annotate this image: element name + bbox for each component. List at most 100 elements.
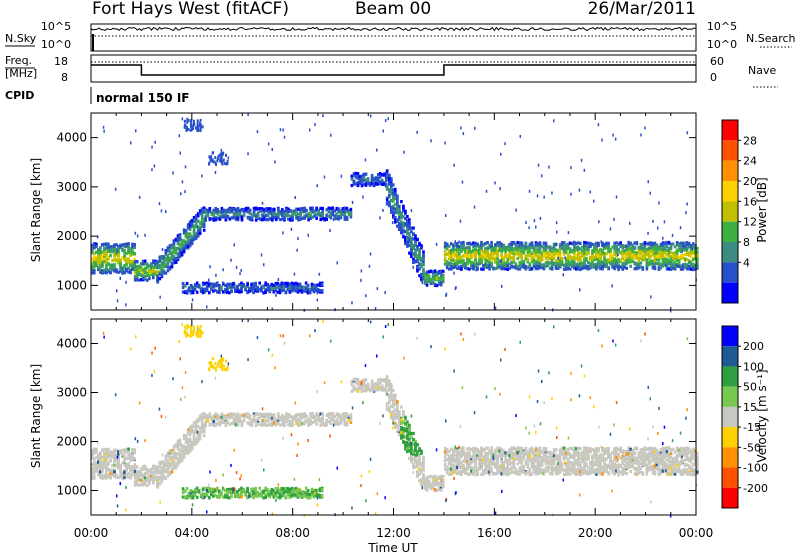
power-cell [101,263,104,267]
velocity-cell [394,425,397,429]
velocity-cell [454,467,457,471]
power-cell [181,282,185,286]
power-cell [194,217,198,221]
power-cell [514,242,518,247]
power-cell [212,284,215,288]
power-cell [192,237,196,241]
velocity-cell [182,449,186,453]
velocity-cell [376,382,380,386]
power-cell [228,282,231,286]
velocity-cell [431,481,435,486]
power-cell [366,182,370,186]
power-cell [291,211,294,215]
velocity-cell [105,447,108,451]
power-cell [202,220,206,224]
power-cell [202,210,206,214]
velocity-cell [472,450,475,454]
power-cell [273,212,276,217]
velocity-cell [208,412,212,416]
power-cell [174,246,178,250]
power-cell [205,283,209,288]
power-cell [107,268,110,272]
power-cell [343,217,347,221]
power-cell [252,287,255,291]
power-cell [224,283,227,288]
power-cell [288,282,292,286]
velocity-cell [319,419,322,423]
power-cell [133,257,136,262]
power-cell [285,208,288,212]
power-cell [97,257,100,261]
power-cell [312,283,316,287]
velocity-cell [402,410,405,414]
power-cell [423,281,427,285]
velocity-cell [200,430,204,434]
power-cell [516,248,520,252]
velocity-cell [286,493,290,497]
velocity-cell [111,473,114,477]
power-cell [390,178,393,182]
power-cell [246,283,249,287]
power-cell [302,286,306,290]
power-cell [445,246,449,250]
velocity-cell [133,448,136,452]
power-cell [131,264,134,269]
power-cell [362,173,366,177]
velocity-cell [133,463,136,467]
velocity-cell [478,462,481,466]
velocity-cell [289,415,292,419]
velocity-cell [220,417,224,421]
velocity-cell [103,448,106,452]
power-cell [408,232,411,236]
velocity-cell [506,465,509,470]
velocity-cell [268,495,272,499]
power-cell [416,268,419,272]
velocity-cell [101,476,104,480]
velocity-cell [447,455,451,459]
power-cell [454,262,457,266]
velocity-cell [356,382,360,386]
velocity-cell [364,378,368,382]
power-cell [158,266,162,270]
power-cell [150,265,153,269]
power-cell [318,283,322,287]
velocity-cell [317,416,320,420]
velocity-cell [402,430,405,434]
power-cell [474,251,477,255]
power-cell [490,264,493,268]
velocity-cell [238,414,242,418]
power-cell [113,263,116,267]
velocity-cell [93,448,96,452]
power-cell [390,207,393,211]
velocity-cell [364,384,368,388]
power-cell [111,246,114,250]
power-cell [194,225,198,229]
power-cell [474,254,477,258]
velocity-cell [244,490,247,494]
power-cell [447,254,451,258]
velocity-cell [236,491,239,495]
velocity-cell [133,476,137,480]
power-cell [133,260,137,264]
power-cell [406,226,409,230]
velocity-cell [458,453,461,457]
power-cell [514,265,518,269]
velocity-cell [141,479,145,483]
velocity-cell [466,467,469,471]
power-cell [333,209,337,213]
velocity-cell [201,495,205,499]
power-cell [156,278,160,282]
power-cell [135,266,139,270]
velocity-cell [196,425,200,429]
velocity-cell [168,471,172,475]
velocity-cell [460,460,463,465]
power-cell [206,213,210,217]
power-cell [396,207,399,211]
power-cell [394,203,397,207]
power-cell [137,270,141,274]
velocity-cell [458,461,461,465]
power-cell [143,270,147,275]
velocity-cell [216,488,219,493]
velocity-cell [226,415,230,419]
power-cell [125,267,128,271]
